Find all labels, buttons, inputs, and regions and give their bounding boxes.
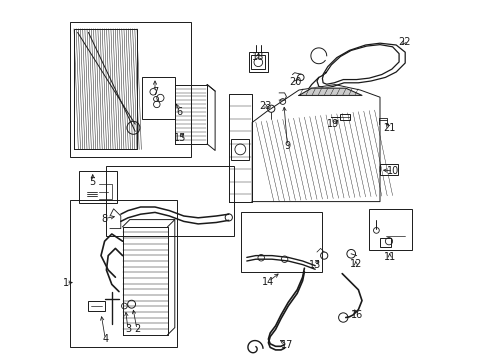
- Text: 19: 19: [327, 119, 339, 129]
- Polygon shape: [110, 209, 121, 229]
- Bar: [88, 301, 104, 311]
- Text: 20: 20: [289, 77, 301, 87]
- Bar: [143, 77, 175, 119]
- Text: 8: 8: [101, 213, 108, 224]
- Text: 15: 15: [174, 132, 186, 143]
- Bar: [242, 212, 322, 272]
- Bar: [248, 52, 269, 72]
- Text: 23: 23: [260, 101, 272, 111]
- Text: 5: 5: [90, 177, 96, 187]
- Text: 12: 12: [350, 259, 362, 269]
- Bar: [380, 238, 391, 247]
- Text: 2: 2: [134, 324, 140, 334]
- Bar: [106, 166, 234, 236]
- Text: 22: 22: [398, 37, 410, 48]
- Bar: [71, 22, 191, 157]
- Text: 1: 1: [63, 278, 69, 288]
- Text: 9: 9: [284, 141, 291, 151]
- Bar: [369, 209, 413, 250]
- Bar: [71, 200, 176, 347]
- Text: 21: 21: [383, 123, 395, 133]
- Text: 7: 7: [152, 87, 158, 97]
- Polygon shape: [299, 88, 362, 95]
- Bar: [231, 139, 249, 160]
- Text: 4: 4: [102, 334, 108, 344]
- Text: 14: 14: [262, 276, 274, 287]
- Text: 13: 13: [309, 260, 321, 270]
- Bar: [380, 164, 398, 175]
- Bar: [79, 171, 117, 203]
- Text: 17: 17: [281, 340, 294, 350]
- Text: 6: 6: [176, 107, 183, 117]
- Polygon shape: [252, 85, 380, 202]
- Bar: [341, 114, 350, 120]
- Bar: [251, 55, 265, 69]
- Text: 10: 10: [387, 166, 399, 176]
- Text: 3: 3: [125, 324, 131, 334]
- Text: 16: 16: [351, 310, 364, 320]
- Text: 11: 11: [384, 252, 396, 262]
- Text: 18: 18: [252, 51, 265, 62]
